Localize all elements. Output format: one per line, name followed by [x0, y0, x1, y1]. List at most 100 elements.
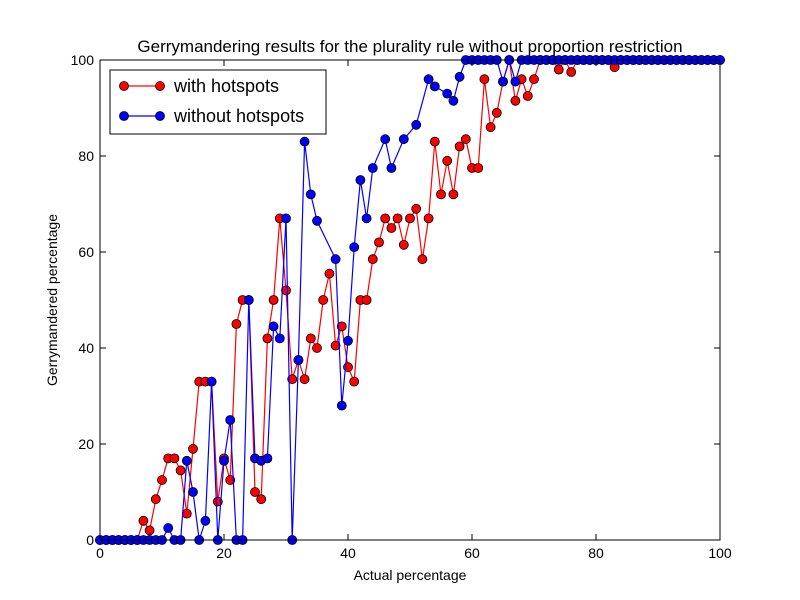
axis-ticks: 0 20 40 60 80 100 0 20 40 60 80 100 [71, 52, 732, 561]
x-tick-label: 0 [96, 545, 104, 561]
data-point-with-hotspots [256, 494, 267, 505]
data-point-with-hotspots [144, 525, 155, 536]
data-point-without-hotspots [281, 213, 291, 224]
data-point-without-hotspots [498, 76, 508, 87]
data-point-with-hotspots [225, 475, 236, 485]
y-tick-label: 0 [86, 532, 94, 548]
chart-title: Gerrymandering results for the plurality… [137, 37, 682, 56]
data-point-with-hotspots [473, 163, 484, 173]
data-point-with-hotspots [330, 340, 341, 351]
data-point-without-hotspots [312, 215, 322, 226]
data-point-without-hotspots [243, 295, 254, 305]
data-point-without-hotspots [386, 163, 397, 173]
data-point-without-hotspots [355, 175, 366, 185]
data-point-without-hotspots [262, 453, 273, 464]
data-point-with-hotspots [411, 203, 422, 214]
legend-marker-without-hotspots [119, 111, 129, 121]
data-point-without-hotspots [225, 415, 236, 425]
data-point-with-hotspots [429, 136, 440, 147]
data-point-with-hotspots [305, 333, 316, 344]
data-point-without-hotspots [442, 88, 453, 99]
data-point-with-hotspots [175, 465, 186, 476]
data-point-with-hotspots [157, 475, 167, 485]
data-point-without-hotspots [181, 455, 192, 466]
x-tick-label: 100 [708, 545, 732, 561]
data-point-with-hotspots [181, 508, 192, 519]
x-axis-label: Actual percentage [354, 567, 467, 583]
data-point-without-hotspots [448, 95, 459, 106]
y-axis-label: Gerrymandered percentage [44, 214, 60, 386]
x-tick-label: 20 [216, 545, 232, 561]
data-point-with-hotspots [460, 134, 471, 145]
data-point-with-hotspots [188, 443, 198, 454]
data-point-with-hotspots [436, 189, 446, 200]
data-point-with-hotspots [374, 237, 384, 248]
y-tick-label: 100 [71, 52, 95, 68]
data-point-with-hotspots [522, 91, 533, 101]
data-point-without-hotspots [454, 71, 465, 82]
data-point-with-hotspots [553, 64, 564, 75]
data-point-with-hotspots [324, 268, 335, 279]
y-tick-label: 60 [78, 244, 94, 260]
data-point-without-hotspots [336, 400, 347, 411]
legend-label-with-hotspots: with hotspots [173, 76, 279, 96]
data-point-with-hotspots [386, 223, 397, 233]
x-tick-label: 80 [588, 545, 604, 561]
data-point-with-hotspots [150, 494, 161, 505]
data-point-with-hotspots [566, 67, 577, 77]
data-point-without-hotspots [367, 163, 378, 173]
data-point-without-hotspots [429, 81, 440, 92]
legend-box [109, 69, 327, 135]
x-tick-label: 60 [464, 545, 480, 561]
data-point-without-hotspots [206, 376, 217, 387]
x-tick-label: 40 [340, 545, 356, 561]
data-point-without-hotspots [380, 134, 391, 145]
data-point-with-hotspots [491, 107, 502, 118]
data-point-without-hotspots [398, 134, 409, 145]
data-point-without-hotspots [219, 455, 229, 466]
data-point-with-hotspots [169, 453, 180, 464]
data-point-with-hotspots [479, 74, 490, 85]
data-point-with-hotspots [442, 155, 453, 166]
data-point-without-hotspots [361, 213, 372, 224]
data-point-without-hotspots [200, 515, 211, 526]
y-tick-label: 40 [78, 340, 94, 356]
data-point-with-hotspots [392, 213, 403, 224]
y-tick-label: 20 [78, 436, 94, 452]
data-point-with-hotspots [405, 213, 415, 224]
data-point-without-hotspots [423, 74, 434, 85]
legend-marker-without-hotspots [155, 111, 165, 121]
data-point-with-hotspots [529, 74, 539, 85]
data-point-without-hotspots [330, 254, 341, 265]
data-point-without-hotspots [293, 355, 304, 365]
data-point-without-hotspots [305, 189, 316, 200]
data-point-without-hotspots [299, 136, 310, 147]
data-point-without-hotspots [274, 333, 285, 344]
data-point-with-hotspots [231, 319, 242, 329]
data-point-with-hotspots [417, 254, 428, 265]
data-point-without-hotspots [343, 335, 353, 346]
y-tick-label: 80 [78, 148, 94, 164]
legend-label-without-hotspots: without hotspots [173, 106, 304, 126]
data-point-without-hotspots [163, 523, 174, 533]
data-point-with-hotspots [361, 295, 372, 305]
data-point-with-hotspots [268, 295, 279, 305]
data-point-with-hotspots [398, 239, 409, 250]
data-point-without-hotspots [349, 242, 360, 253]
data-point-with-hotspots [312, 343, 322, 353]
data-point-with-hotspots [287, 374, 298, 385]
data-point-with-hotspots [448, 189, 459, 200]
data-point-with-hotspots [250, 487, 260, 497]
legend: with hotspots without hotspots [109, 69, 327, 135]
data-point-with-hotspots [380, 213, 391, 224]
data-point-without-hotspots [268, 321, 279, 332]
data-point-with-hotspots [349, 376, 360, 387]
data-point-with-hotspots [367, 254, 378, 265]
data-point-with-hotspots [510, 95, 521, 106]
data-point-with-hotspots [262, 333, 273, 344]
data-point-without-hotspots [188, 487, 198, 497]
data-point-without-hotspots [411, 119, 422, 130]
data-point-with-hotspots [454, 141, 465, 152]
data-point-with-hotspots [485, 122, 496, 133]
